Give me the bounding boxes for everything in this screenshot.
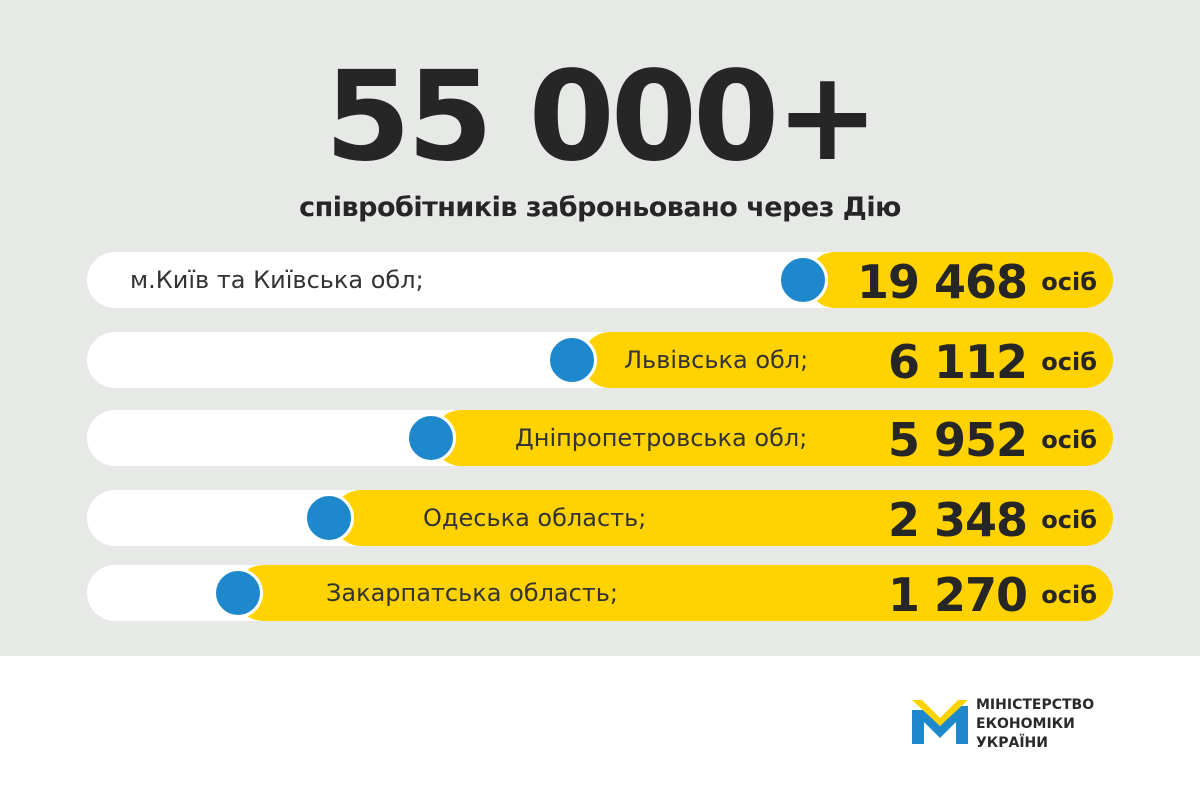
- bar-fill: [333, 490, 1113, 546]
- bar-marker-dot: [406, 413, 456, 463]
- bar-marker-dot: [213, 568, 263, 618]
- bar-marker-dot: [778, 255, 828, 305]
- bar-marker-dot: [547, 335, 597, 385]
- value-label: 5 952: [887, 413, 1028, 467]
- unit-label: осіб: [1041, 426, 1097, 454]
- unit-label: осіб: [1041, 506, 1097, 534]
- ministry-logo-icon: [912, 700, 968, 744]
- bar-row-odesa: Одеська область; 2 348 осіб: [87, 490, 1113, 547]
- logo-line-2: ЕКОНОМІКИ: [976, 716, 1075, 732]
- subtitle: співробітників заброньовано через Дію: [299, 192, 901, 223]
- bar-fill: [433, 410, 1113, 466]
- region-label: Дніпропетровська обл;: [515, 424, 808, 452]
- value-label: 2 348: [887, 493, 1028, 547]
- bar-row-zakarpattia: Закарпатська область; 1 270 осіб: [87, 565, 1113, 622]
- logo-line-1: МІНІСТЕРСТВО: [976, 697, 1095, 713]
- region-label: Закарпатська область;: [326, 579, 619, 607]
- bar-fill: [235, 565, 1113, 621]
- bar-row-lviv: Львівська обл; 6 112 осіб: [87, 332, 1113, 389]
- ministry-logo-text: МІНІСТЕРСТВО ЕКОНОМІКИ УКРАЇНИ: [976, 696, 1094, 753]
- value-label: 19 468: [856, 255, 1028, 309]
- region-label: Львівська обл;: [624, 346, 809, 374]
- bar-row-kyiv: м.Київ та Київська обл; 19 468 осіб: [87, 252, 1113, 309]
- logo-line-3: УКРАЇНИ: [976, 735, 1048, 751]
- value-label: 6 112: [887, 335, 1028, 389]
- region-label: Одеська область;: [423, 504, 647, 532]
- unit-label: осіб: [1041, 268, 1097, 296]
- bar-row-dnipro: Дніпропетровська обл; 5 952 осіб: [87, 410, 1113, 467]
- value-label: 1 270: [887, 568, 1028, 622]
- bar-fill: [807, 252, 1113, 308]
- total-count: 55 000+: [324, 45, 879, 189]
- bar-marker-dot: [304, 493, 354, 543]
- region-label: м.Київ та Київська обл;: [130, 266, 424, 294]
- infographic-panel: 55 000+ співробітників заброньовано чере…: [0, 0, 1200, 656]
- bar-fill: [582, 332, 1113, 388]
- unit-label: осіб: [1041, 581, 1097, 609]
- unit-label: осіб: [1041, 348, 1097, 376]
